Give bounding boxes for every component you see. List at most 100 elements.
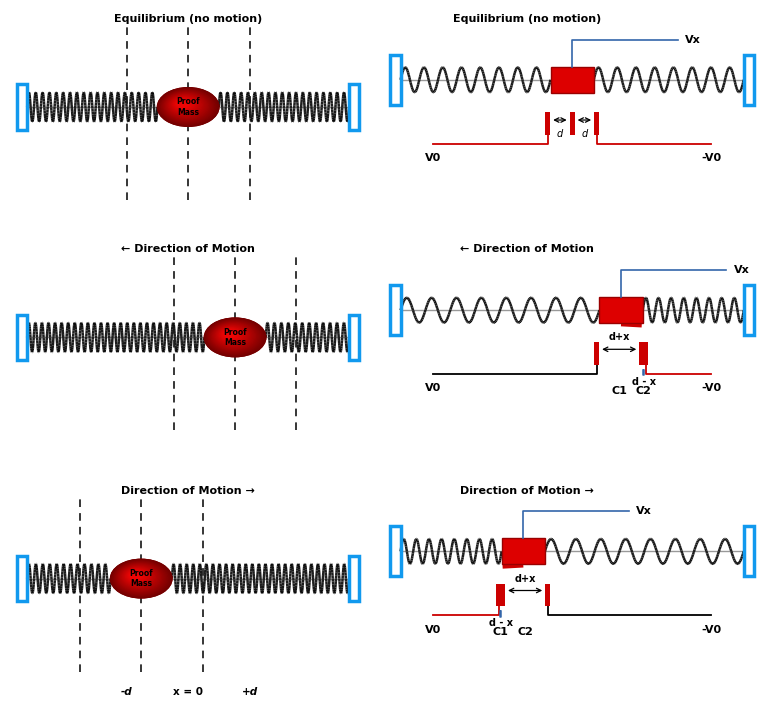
Text: d - x: d - x — [488, 618, 513, 628]
Circle shape — [224, 330, 236, 338]
Bar — [349, 315, 359, 360]
Text: -V0: -V0 — [701, 153, 721, 163]
Circle shape — [113, 561, 168, 595]
Text: Direction of Motion →: Direction of Motion → — [460, 485, 594, 495]
Circle shape — [207, 320, 260, 354]
Bar — [600, 297, 643, 323]
Circle shape — [157, 88, 219, 126]
Text: Proof
Mass: Proof Mass — [130, 569, 153, 588]
Circle shape — [167, 94, 205, 117]
Circle shape — [217, 326, 246, 344]
Circle shape — [120, 565, 158, 589]
Text: Vx: Vx — [734, 265, 750, 275]
Bar — [349, 556, 359, 601]
Circle shape — [223, 330, 238, 339]
Circle shape — [118, 564, 161, 590]
Circle shape — [171, 96, 197, 113]
Circle shape — [168, 94, 203, 116]
Text: V0: V0 — [425, 624, 441, 634]
Text: Vx: Vx — [685, 35, 701, 45]
Circle shape — [158, 89, 217, 125]
Circle shape — [204, 318, 266, 356]
Bar — [743, 55, 754, 104]
Circle shape — [214, 324, 252, 348]
Bar — [743, 526, 754, 576]
Circle shape — [114, 562, 166, 594]
Text: V0: V0 — [425, 153, 441, 163]
Text: ← Direction of Motion: ← Direction of Motion — [121, 244, 255, 254]
Circle shape — [127, 570, 145, 581]
Circle shape — [221, 328, 240, 341]
Circle shape — [115, 562, 164, 593]
Bar — [17, 556, 27, 601]
Circle shape — [210, 322, 257, 351]
Circle shape — [118, 564, 162, 592]
Circle shape — [204, 318, 266, 356]
Circle shape — [166, 93, 206, 118]
Text: d+x: d+x — [515, 574, 536, 584]
Circle shape — [165, 92, 207, 119]
Text: ← Direction of Motion: ← Direction of Motion — [460, 244, 594, 254]
Text: +d: +d — [241, 688, 257, 698]
Circle shape — [121, 565, 157, 588]
Circle shape — [177, 99, 190, 108]
Circle shape — [211, 323, 256, 351]
Bar — [17, 84, 27, 130]
Circle shape — [127, 570, 147, 582]
Circle shape — [122, 567, 154, 587]
Circle shape — [174, 98, 194, 110]
Bar — [500, 584, 505, 606]
Text: Proof
Mass: Proof Mass — [223, 328, 247, 347]
Circle shape — [207, 320, 262, 354]
Bar — [349, 84, 359, 130]
Circle shape — [159, 89, 217, 125]
Circle shape — [177, 100, 188, 107]
Bar — [643, 343, 648, 365]
Circle shape — [169, 95, 201, 115]
Circle shape — [164, 92, 209, 120]
Circle shape — [125, 569, 149, 584]
Circle shape — [172, 97, 196, 112]
Circle shape — [219, 328, 243, 343]
Text: Equilibrium (no motion): Equilibrium (no motion) — [114, 14, 263, 24]
Bar — [594, 343, 599, 365]
Circle shape — [129, 571, 144, 580]
Circle shape — [126, 569, 148, 582]
Circle shape — [216, 325, 248, 346]
Bar — [570, 112, 574, 135]
Circle shape — [175, 99, 192, 109]
Bar — [545, 584, 551, 606]
Circle shape — [170, 96, 200, 114]
Circle shape — [164, 91, 210, 121]
Bar — [594, 112, 599, 135]
Bar — [502, 539, 545, 564]
Bar — [743, 285, 754, 335]
Circle shape — [124, 567, 152, 585]
Text: d: d — [557, 129, 563, 139]
Circle shape — [130, 571, 143, 580]
Text: x = 0: x = 0 — [173, 688, 204, 698]
Text: C1: C1 — [611, 386, 627, 395]
Circle shape — [111, 559, 172, 598]
Bar — [496, 584, 502, 606]
Text: Direction of Motion →: Direction of Motion → — [121, 485, 255, 495]
Text: Proof
Mass: Proof Mass — [177, 97, 200, 117]
Bar — [639, 343, 644, 365]
Circle shape — [111, 560, 170, 597]
Circle shape — [121, 566, 155, 588]
Bar — [390, 285, 401, 335]
Text: C2: C2 — [517, 627, 533, 636]
Circle shape — [223, 330, 237, 338]
Bar — [545, 112, 551, 135]
Circle shape — [220, 328, 242, 341]
Circle shape — [162, 91, 211, 122]
Text: Vx: Vx — [636, 506, 652, 516]
Circle shape — [218, 327, 244, 343]
Circle shape — [167, 94, 204, 117]
Circle shape — [123, 567, 153, 586]
Circle shape — [116, 563, 163, 593]
Circle shape — [173, 97, 195, 111]
Circle shape — [212, 323, 254, 349]
Text: -V0: -V0 — [701, 624, 721, 634]
Circle shape — [215, 325, 250, 346]
